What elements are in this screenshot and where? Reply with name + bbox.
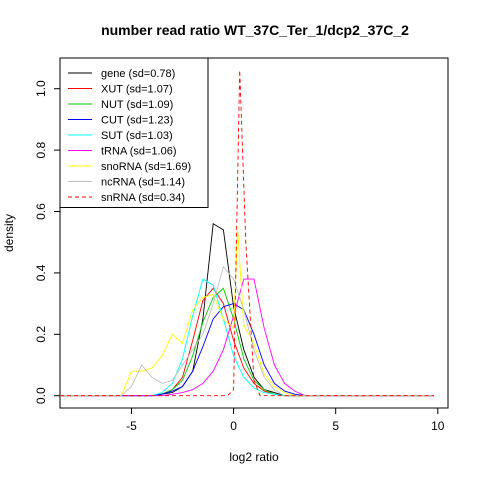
- legend-entry: tRNA (sd=1.06): [101, 146, 177, 158]
- y-tick-label: 0.4: [34, 264, 48, 281]
- y-tick-label: 0.6: [34, 203, 48, 220]
- y-tick-label: 0.2: [34, 326, 48, 343]
- series-line: [60, 278, 434, 397]
- chart-title: number read ratio WT_37C_Ter_1/dcp2_37C_…: [101, 22, 409, 38]
- legend-entry: snoRNA (sd=1.69): [101, 161, 191, 173]
- legend-entry: NUT (sd=1.09): [101, 99, 173, 111]
- legend-entry: snRNA (sd=0.34): [101, 192, 185, 204]
- series-line: [60, 303, 434, 397]
- y-tick-label: 0.0: [34, 387, 48, 404]
- legend-entry: XUT (sd=1.07): [101, 84, 173, 96]
- legend-entry: CUT (sd=1.23): [101, 115, 173, 127]
- legend-entry: gene (sd=0.78): [101, 68, 175, 80]
- legend-entry: ncRNA (sd=1.14): [101, 177, 185, 189]
- x-axis-label: log2 ratio: [229, 450, 279, 464]
- legend: gene (sd=0.78) XUT (sd=1.07) NUT (sd=1.09)…: [59, 57, 209, 208]
- series-line: [60, 265, 434, 397]
- legend-box: [59, 57, 209, 208]
- x-tick-label: 5: [332, 419, 339, 433]
- x-tick-label: -5: [126, 419, 137, 433]
- y-tick-label: 1.0: [34, 80, 48, 97]
- series-line: [60, 229, 434, 397]
- legend-entry: SUT (sd=1.03): [101, 130, 173, 142]
- x-tick-label: 0: [230, 419, 237, 433]
- x-axis: -5 0 5 10: [126, 407, 445, 433]
- x-tick-label: 10: [431, 419, 445, 433]
- series-layer: [60, 70, 434, 397]
- y-tick-label: 0.8: [34, 141, 48, 158]
- y-axis-label: density: [2, 214, 16, 252]
- series-line: [60, 70, 434, 397]
